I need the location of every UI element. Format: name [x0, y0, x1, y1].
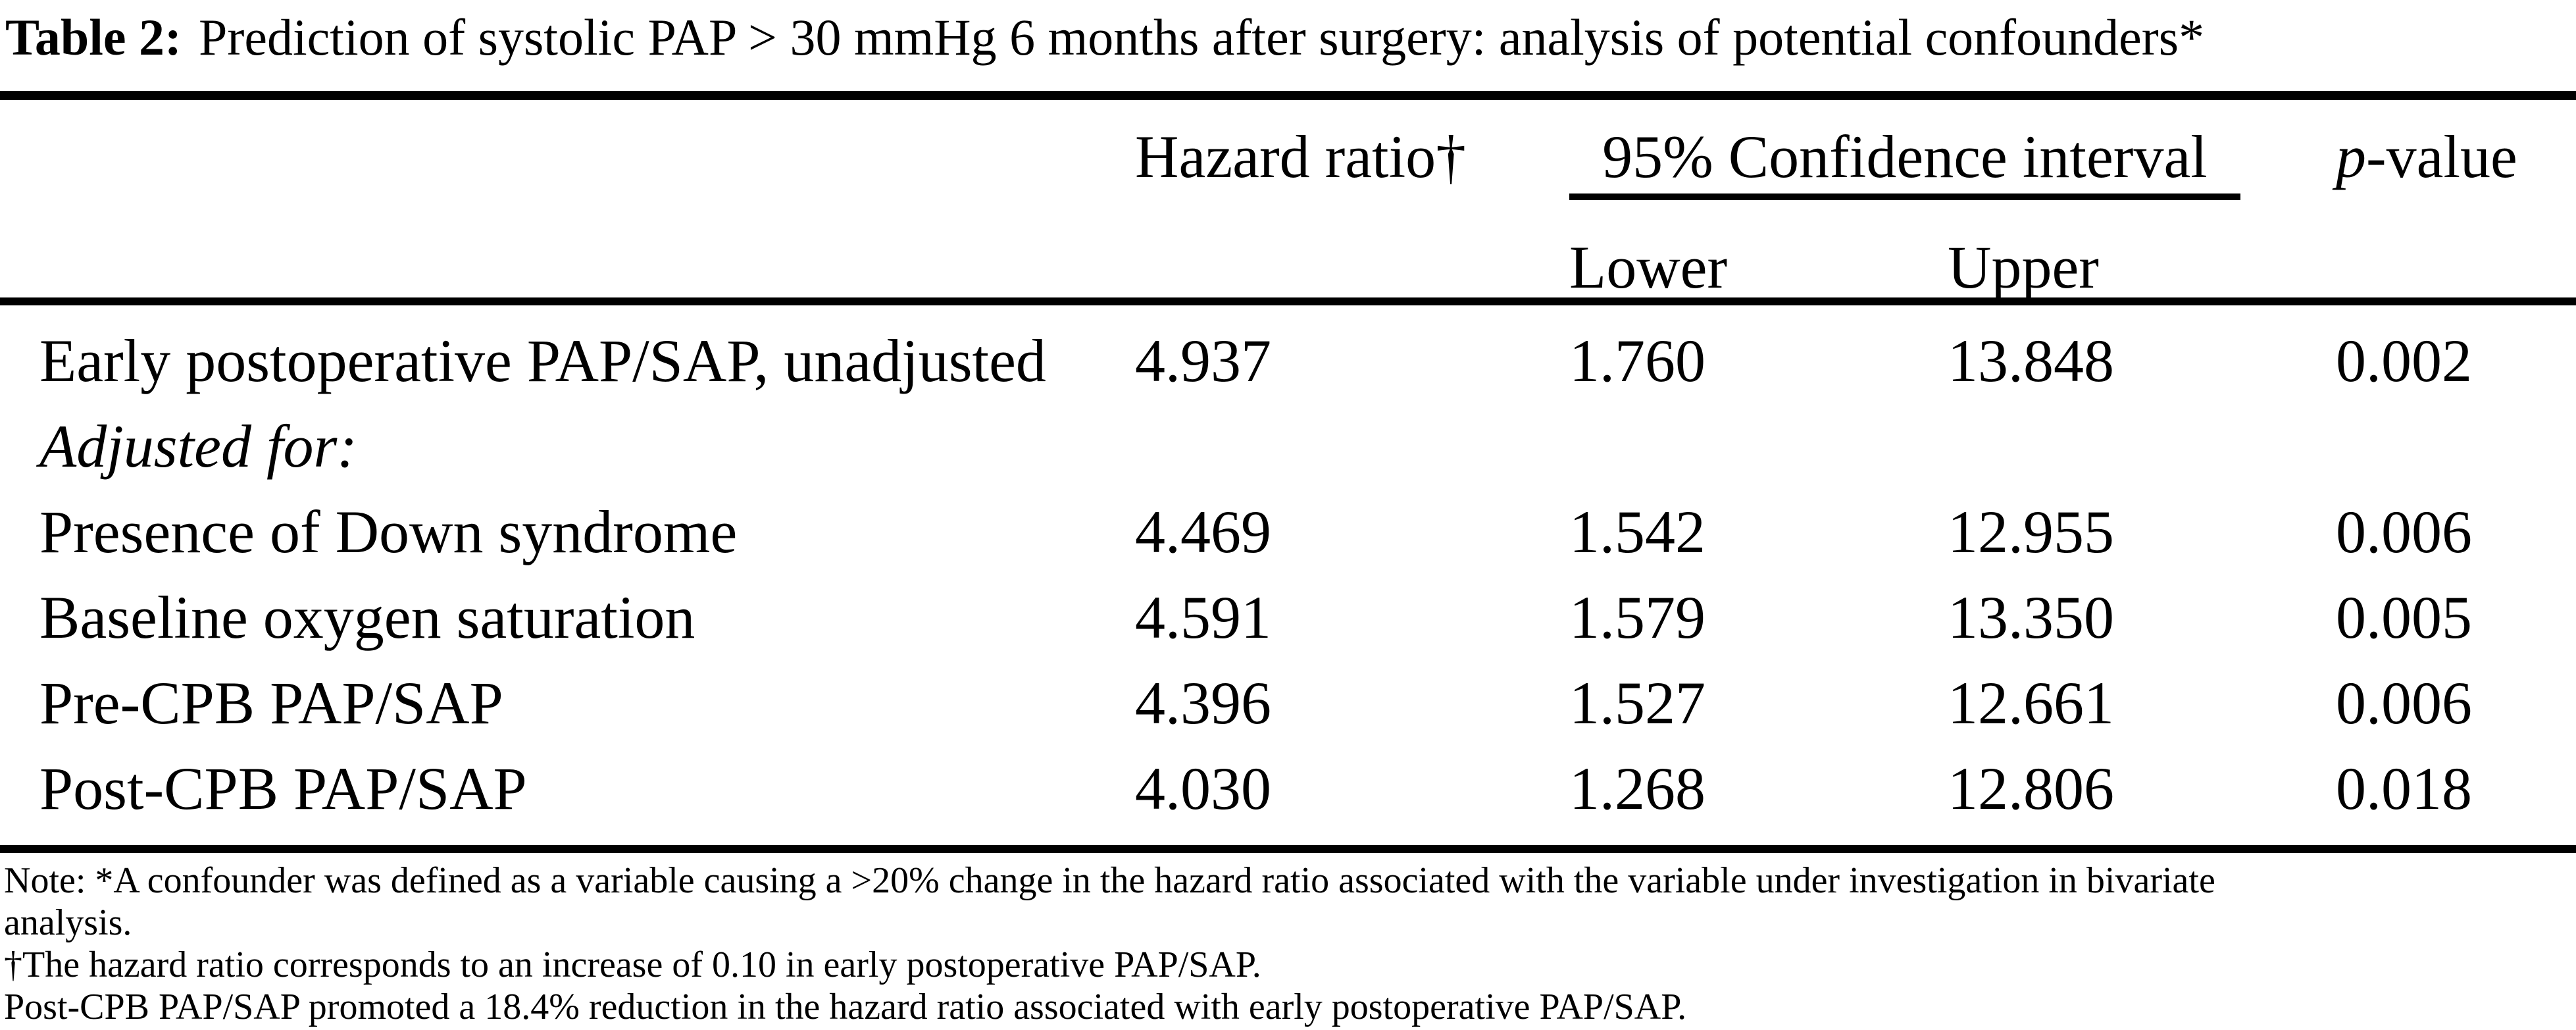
table-footnotes: Note: *A confounder was defined as a var… — [0, 853, 2576, 1028]
table-caption-text: Prediction of systolic PAP > 30 mmHg 6 m… — [199, 9, 2205, 66]
table-caption-label: Table 2: — [5, 9, 182, 66]
footnote-line: Post-CPB PAP/SAP promoted a 18.4% reduct… — [4, 987, 1687, 1027]
p-value: 0.006 — [2336, 669, 2472, 736]
ci-lower-value: 1.542 — [1569, 498, 1705, 565]
hazard-ratio-value: 4.469 — [1135, 498, 1271, 565]
header-ci-upper: Upper — [1948, 234, 2099, 301]
header-p-value: p-value — [2336, 126, 2576, 200]
ci-lower-value: 1.268 — [1569, 755, 1705, 822]
p-value: 0.005 — [2336, 584, 2472, 651]
ci-upper-value: 12.955 — [1948, 498, 2114, 565]
ci-upper-value: 13.350 — [1948, 584, 2114, 651]
table-header-row-1: Hazard ratio† 95% Confidence interval p-… — [0, 126, 2576, 200]
ci-lower-value: 1.760 — [1569, 327, 1705, 394]
row-label: Pre-CPB PAP/SAP — [39, 669, 503, 736]
header-hazard-ratio: Hazard ratio† — [1135, 123, 1467, 190]
ci-lower-value: 1.579 — [1569, 584, 1705, 651]
header-confidence-interval: 95% Confidence interval — [1569, 126, 2336, 200]
footnote-line: †The hazard ratio corresponds to an incr… — [4, 944, 1261, 985]
ci-lower-value — [1569, 415, 1948, 500]
hazard-ratio-value: 4.030 — [1135, 755, 1271, 822]
header-spacer — [1135, 237, 1569, 297]
table-caption: Table 2: Prediction of systolic PAP > 30 … — [0, 0, 2576, 66]
row-label: Early postoperative PAP/SAP, unadjusted — [39, 327, 1046, 394]
header-spacer — [2336, 237, 2576, 297]
p-value: 0.018 — [2336, 755, 2472, 822]
hazard-ratio-value — [1135, 415, 1569, 500]
table-header-row-2: Lower Upper — [0, 200, 2576, 297]
row-label: Adjusted for: — [39, 413, 357, 480]
ci-upper-value: 12.661 — [1948, 669, 2114, 736]
footnote-line: Note: *A confounder was defined as a var… — [4, 860, 2215, 901]
ci-upper-value: 12.806 — [1948, 755, 2114, 822]
header-p-value-p: p — [2336, 123, 2366, 190]
footnote-line: analysis. — [4, 902, 132, 943]
row-label: Post-CPB PAP/SAP — [39, 755, 527, 822]
row-label: Baseline oxygen saturation — [39, 584, 695, 651]
table-body: Early postoperative PAP/SAP, unadjusted … — [0, 329, 2576, 842]
row-label: Presence of Down syndrome — [39, 498, 738, 565]
ci-upper-value — [1948, 415, 2336, 500]
ci-upper-value: 13.848 — [1948, 327, 2114, 394]
header-spacer — [39, 237, 1135, 297]
hazard-ratio-value: 4.591 — [1135, 584, 1271, 651]
header-spacer — [39, 126, 1135, 200]
hazard-ratio-value: 4.396 — [1135, 669, 1271, 736]
header-rule — [0, 297, 2576, 305]
ci-lower-value: 1.527 — [1569, 669, 1705, 736]
p-value: 0.002 — [2336, 327, 2472, 394]
header-p-value-rest: -value — [2366, 123, 2517, 190]
header-confidence-interval-label: 95% Confidence interval — [1569, 126, 2240, 200]
bottom-rule — [0, 845, 2576, 853]
header-ci-lower: Lower — [1569, 234, 1728, 301]
top-rule — [0, 91, 2576, 100]
p-value — [2336, 415, 2576, 500]
p-value: 0.006 — [2336, 498, 2472, 565]
hazard-ratio-value: 4.937 — [1135, 327, 1271, 394]
